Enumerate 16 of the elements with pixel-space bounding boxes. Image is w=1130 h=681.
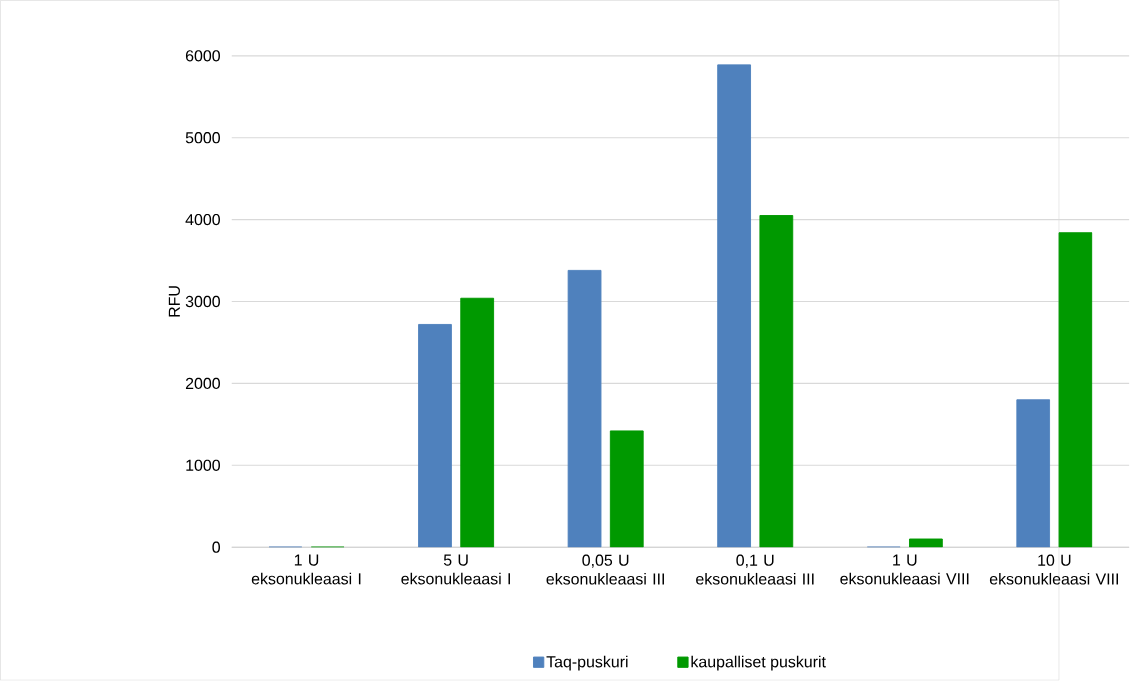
x-tick-label: 5 U eksonukleaasi I	[401, 554, 510, 585]
legend-label: Taq-puskuri	[546, 655, 628, 671]
legend-label: kaupalliset puskurit	[691, 655, 826, 671]
x-tick-label: 1 U eksonukleaasi VIII	[840, 554, 969, 585]
y-axis-title: RFU	[168, 286, 180, 317]
y-tick-label: 0	[212, 541, 220, 554]
x-tick-label: 1 U eksonukleaasi I	[251, 554, 361, 585]
y-tick-label: 3000	[185, 296, 220, 308]
x-tick-label: 0,1 U eksonukleaasi III	[696, 554, 814, 585]
y-tick-label: 1000	[186, 459, 220, 472]
x-tick-label: 0,05 U eksonukleaasi III	[546, 554, 664, 585]
y-tick-label: 5000	[185, 132, 220, 144]
y-tick-label: 6000	[185, 50, 220, 62]
y-tick-label: 4000	[185, 214, 220, 226]
y-tick-label: 2000	[185, 377, 220, 390]
x-tick-label: 10 U eksonukleaasi VIII	[989, 554, 1118, 585]
